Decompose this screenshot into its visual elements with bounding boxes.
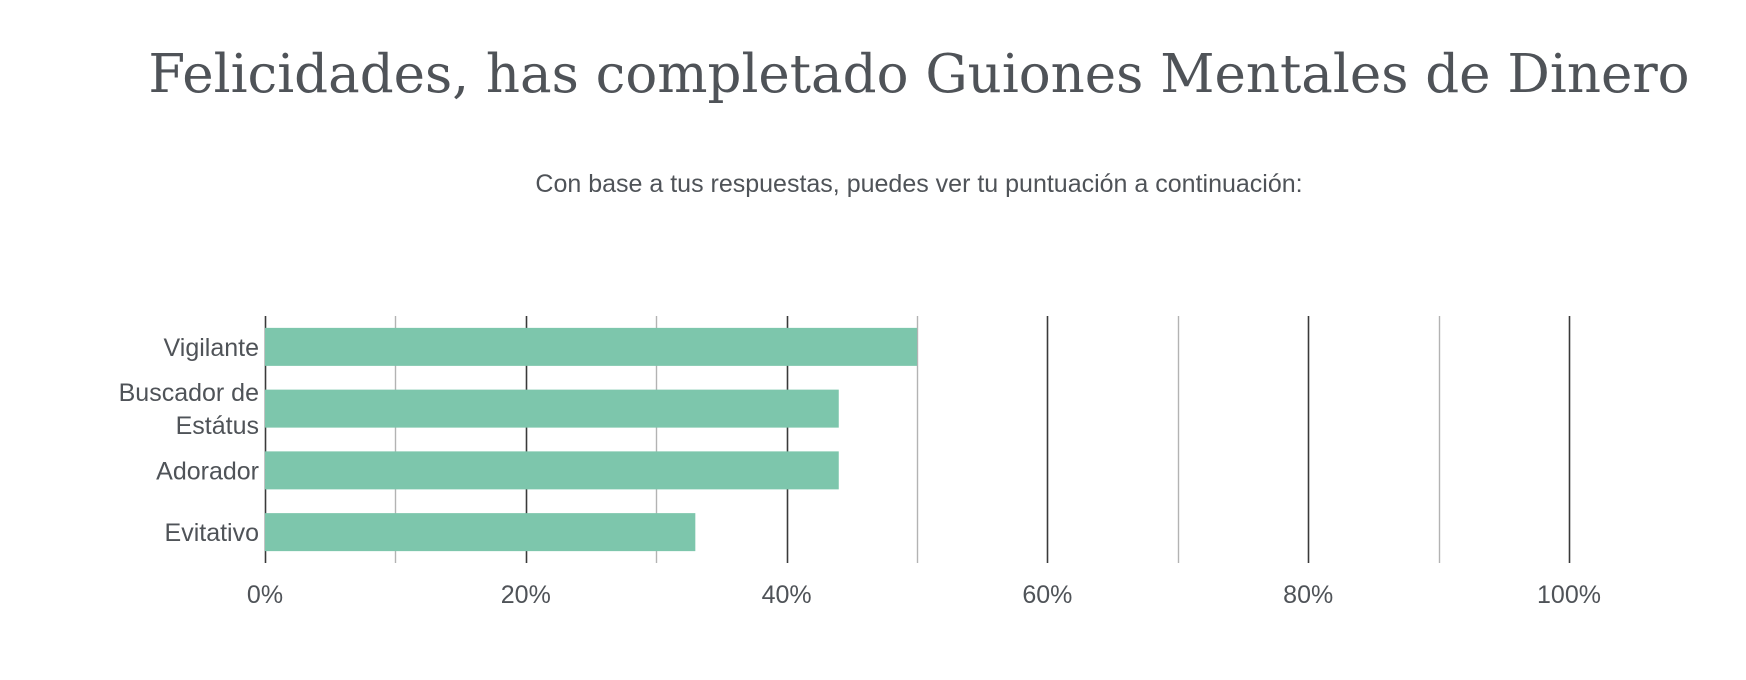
y-axis-labels: Vigilante Buscador de Estátus Adorador Evita…	[119, 334, 259, 547]
category-label: Evitativo	[165, 519, 259, 547]
x-tick-label: 60%	[1022, 581, 1072, 609]
bar	[265, 327, 917, 366]
x-tick-label: 0%	[247, 581, 283, 609]
category-label: Vigilante	[164, 334, 259, 362]
x-tick-label: 40%	[762, 581, 812, 609]
category-label: Buscador de Estátus	[119, 379, 259, 440]
x-tick-label: 100%	[1537, 581, 1601, 609]
page-title: Felicidades, has completado Guiones Ment…	[148, 44, 1690, 105]
x-tick-label: 20%	[501, 581, 551, 609]
x-axis-labels: 0% 20% 40% 60% 80% 100%	[247, 581, 1601, 609]
bar	[265, 451, 839, 490]
bar	[265, 513, 696, 552]
page-subtitle: Con base a tus respuestas, puedes ver tu…	[535, 170, 1303, 198]
category-label: Adorador	[156, 457, 259, 485]
bar	[265, 389, 839, 428]
x-tick-label: 80%	[1283, 581, 1333, 609]
bars	[265, 327, 917, 552]
